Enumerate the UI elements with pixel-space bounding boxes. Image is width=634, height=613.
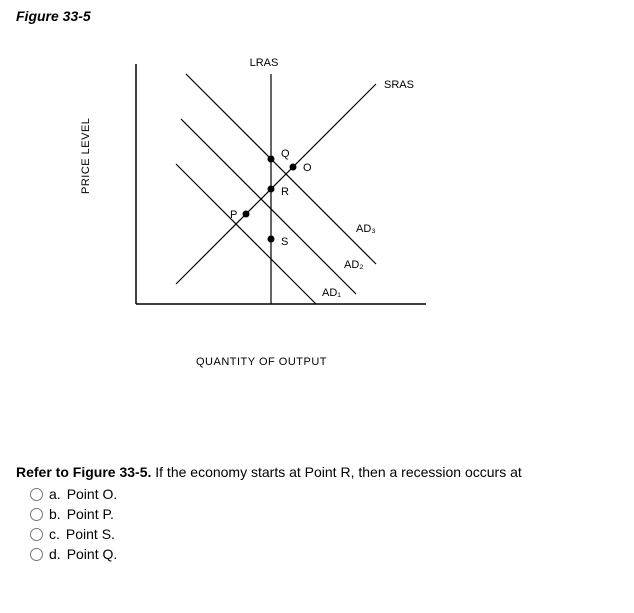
option-letter: a. — [49, 484, 61, 504]
ad-line-1 — [176, 164, 316, 304]
lras-label: LRAS — [250, 57, 279, 69]
options-list: a. Point O. b. Point P. c. Point S.d. Point Q. — [30, 484, 618, 564]
option-d[interactable]: d. Point Q. — [30, 544, 618, 564]
point-s — [268, 236, 275, 243]
point-p — [243, 211, 250, 218]
question-prompt-rest: If the economy starts at Point R, then a… — [151, 464, 521, 480]
point-label-s: S — [281, 236, 288, 248]
option-text: Point P. — [67, 504, 114, 524]
option-b[interactable]: b. Point P. — [30, 504, 618, 524]
option-letter: d. — [49, 544, 61, 564]
option-a[interactable]: a. Point O. — [30, 484, 618, 504]
point-q — [268, 156, 275, 163]
option-radio-b[interactable] — [30, 508, 43, 521]
option-radio-a[interactable] — [30, 488, 43, 501]
point-label-o: O — [303, 162, 312, 174]
figure-title: Figure 33-5 — [16, 8, 618, 24]
point-label-r: R — [281, 186, 289, 198]
option-text: Point Q. — [67, 544, 118, 564]
ad-line-2 — [181, 119, 356, 294]
ad-label-1: AD₁ — [322, 287, 341, 299]
question-prompt: Refer to Figure 33-5. If the economy sta… — [16, 464, 618, 480]
point-o — [290, 164, 297, 171]
point-label-p: P — [230, 209, 237, 221]
sras-line — [176, 84, 376, 284]
question-prompt-bold: Refer to Figure 33-5. — [16, 464, 151, 480]
sras-label: SRAS — [384, 79, 414, 91]
question-block: Refer to Figure 33-5. If the economy sta… — [16, 464, 618, 564]
option-radio-c[interactable] — [30, 528, 43, 541]
x-axis-label: QUANTITY OF OUTPUT — [196, 356, 327, 368]
option-letter: c. — [49, 524, 60, 544]
point-r — [268, 186, 275, 193]
option-letter: b. — [49, 504, 61, 524]
option-c[interactable]: c. Point S. — [30, 524, 618, 544]
point-label-q: Q — [281, 148, 290, 160]
option-radio-d[interactable] — [30, 548, 43, 561]
y-axis-label: PRICE LEVEL — [80, 118, 92, 194]
chart: PRICE LEVEL LRASSRASAD₁AD₂AD₃QORPS QUANT… — [96, 44, 456, 344]
ad-label-2: AD₂ — [344, 259, 364, 271]
option-text: Point O. — [67, 484, 118, 504]
ad-label-3: AD₃ — [356, 223, 376, 235]
option-text: Point S. — [66, 524, 115, 544]
chart-svg: LRAS SRAS AD₁ AD₂ AD₃ Q O R P S — [96, 44, 456, 324]
